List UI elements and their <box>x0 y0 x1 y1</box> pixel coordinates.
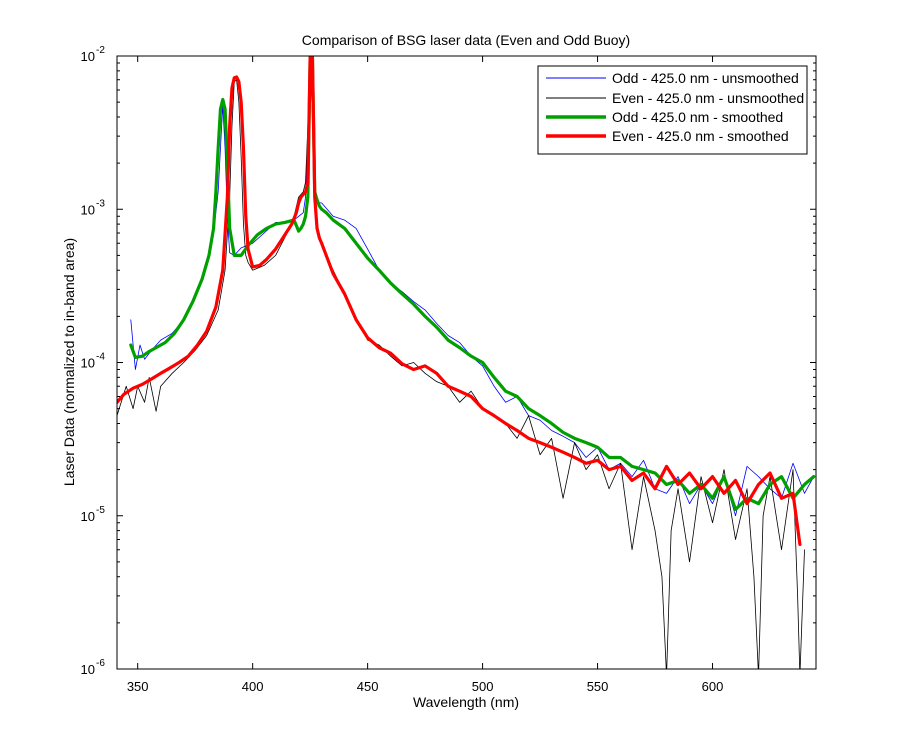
chart-title: Comparison of BSG laser data (Even and O… <box>302 32 630 48</box>
y-tick-label: 10 <box>81 662 95 677</box>
x-tick-label: 450 <box>357 679 379 694</box>
y-tick-label: 10 <box>81 202 95 217</box>
y-tick-label: 10 <box>81 49 95 64</box>
y-tick-label-exponent: -4 <box>96 352 105 363</box>
x-axis-label: Wavelength (nm) <box>413 694 519 710</box>
x-tick-label: 400 <box>242 679 264 694</box>
y-tick-label-exponent: -2 <box>96 45 105 56</box>
x-tick-label: 500 <box>472 679 494 694</box>
series-line-3 <box>117 56 802 547</box>
legend-box <box>537 65 808 155</box>
x-tick-label: 600 <box>702 679 724 694</box>
y-tick-label-exponent: -6 <box>96 658 105 669</box>
y-tick-label-exponent: -3 <box>96 198 105 209</box>
legend-label-even-unsmoothed: Even - 425.0 nm - unsmoothed <box>612 90 804 106</box>
x-axis: 350 400 450 500 550 600 <box>127 56 724 694</box>
y-axis: 10-610-510-410-310-2 <box>81 45 816 677</box>
y-axis-label: Laser Data (normalized to in-band area) <box>61 238 77 486</box>
legend-label-odd-unsmoothed: Odd - 425.0 nm - unsmoothed <box>612 70 799 86</box>
legend: Odd - 425.0 nm - unsmoothed Even - 425.0… <box>537 65 808 155</box>
y-tick-label: 10 <box>81 509 95 524</box>
legend-label-odd-smoothed: Odd - 425.0 nm - smoothed <box>612 109 783 125</box>
plot-area <box>117 56 816 669</box>
y-tick-label-exponent: -5 <box>96 505 105 516</box>
legend-label-even-smoothed: Even - 425.0 nm - smoothed <box>612 128 789 144</box>
series-layer <box>117 56 816 669</box>
x-tick-label: 550 <box>587 679 609 694</box>
y-tick-label: 10 <box>81 356 95 371</box>
x-tick-label: 350 <box>127 679 149 694</box>
